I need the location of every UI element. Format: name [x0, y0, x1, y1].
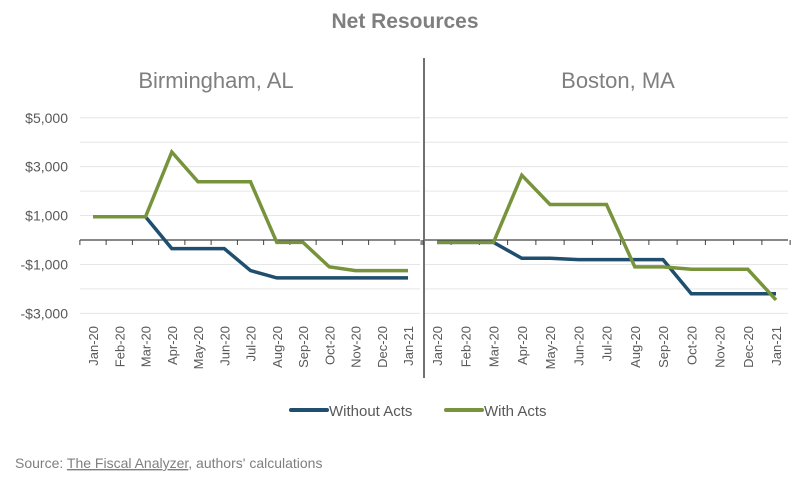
x-tick-label: Mar-20 — [139, 326, 154, 367]
x-tick-label: Mar-20 — [487, 326, 502, 367]
panel-title-boston: Boston, MA — [561, 68, 675, 93]
x-tick-label: Sep-20 — [296, 326, 311, 368]
x-tick-label: May-20 — [543, 326, 558, 369]
panel-title-birmingham: Birmingham, AL — [138, 68, 293, 93]
x-tick-label: Dec-20 — [375, 326, 390, 368]
y-tick-label: -$1,000 — [21, 256, 69, 272]
x-tick-label: Jan-20 — [430, 326, 445, 366]
x-tick-label: Jun-20 — [571, 326, 586, 366]
x-tick-label: Aug-20 — [270, 326, 285, 368]
y-tick-label: $1,000 — [25, 208, 68, 224]
source-suffix: , authors' calculations — [188, 455, 322, 471]
x-tick-label: Jul-20 — [244, 326, 259, 361]
x-tick-label: Jul-20 — [600, 326, 615, 361]
x-tick-label: Jan-21 — [769, 326, 784, 366]
series-line-with-acts-birmingham — [93, 148, 408, 273]
chart-title: Net Resources — [331, 10, 478, 33]
source-prefix: Source: — [15, 455, 67, 471]
legend-label-without-acts: Without Acts — [329, 403, 412, 420]
x-tick-label: Apr-20 — [165, 326, 180, 365]
y-tick-label: -$3,000 — [21, 305, 69, 321]
x-tick-label: Dec-20 — [741, 326, 756, 368]
legend-label-with-acts: With Acts — [484, 403, 547, 420]
source-link[interactable]: The Fiscal Analyzer — [67, 455, 189, 471]
x-tick-label: Jan-20 — [86, 326, 101, 366]
x-tick-label: Nov-20 — [349, 326, 364, 368]
x-tick-label: Feb-20 — [112, 326, 127, 367]
series-line-with-acts-boston — [437, 172, 778, 302]
x-tick-label: Nov-20 — [713, 326, 728, 368]
x-tick-label: Jun-20 — [217, 326, 232, 366]
x-tick-label: Apr-20 — [515, 326, 530, 365]
x-tick-label: Oct-20 — [684, 326, 699, 365]
legend: Without Acts With Acts — [289, 403, 547, 420]
series-line-without-acts-birmingham — [93, 215, 408, 280]
y-tick-label: $5,000 — [25, 110, 68, 126]
y-tick-label: $3,000 — [25, 159, 68, 175]
x-tick-label: Aug-20 — [628, 326, 643, 368]
x-tick-label: Feb-20 — [458, 326, 473, 367]
x-tick-label: May-20 — [191, 326, 206, 369]
x-tick-label: Jan-21 — [401, 326, 416, 366]
x-tick-label: Oct-20 — [322, 326, 337, 365]
source-note: Source: The Fiscal Analyzer, authors' ca… — [15, 455, 322, 471]
x-tick-label: Sep-20 — [656, 326, 671, 368]
